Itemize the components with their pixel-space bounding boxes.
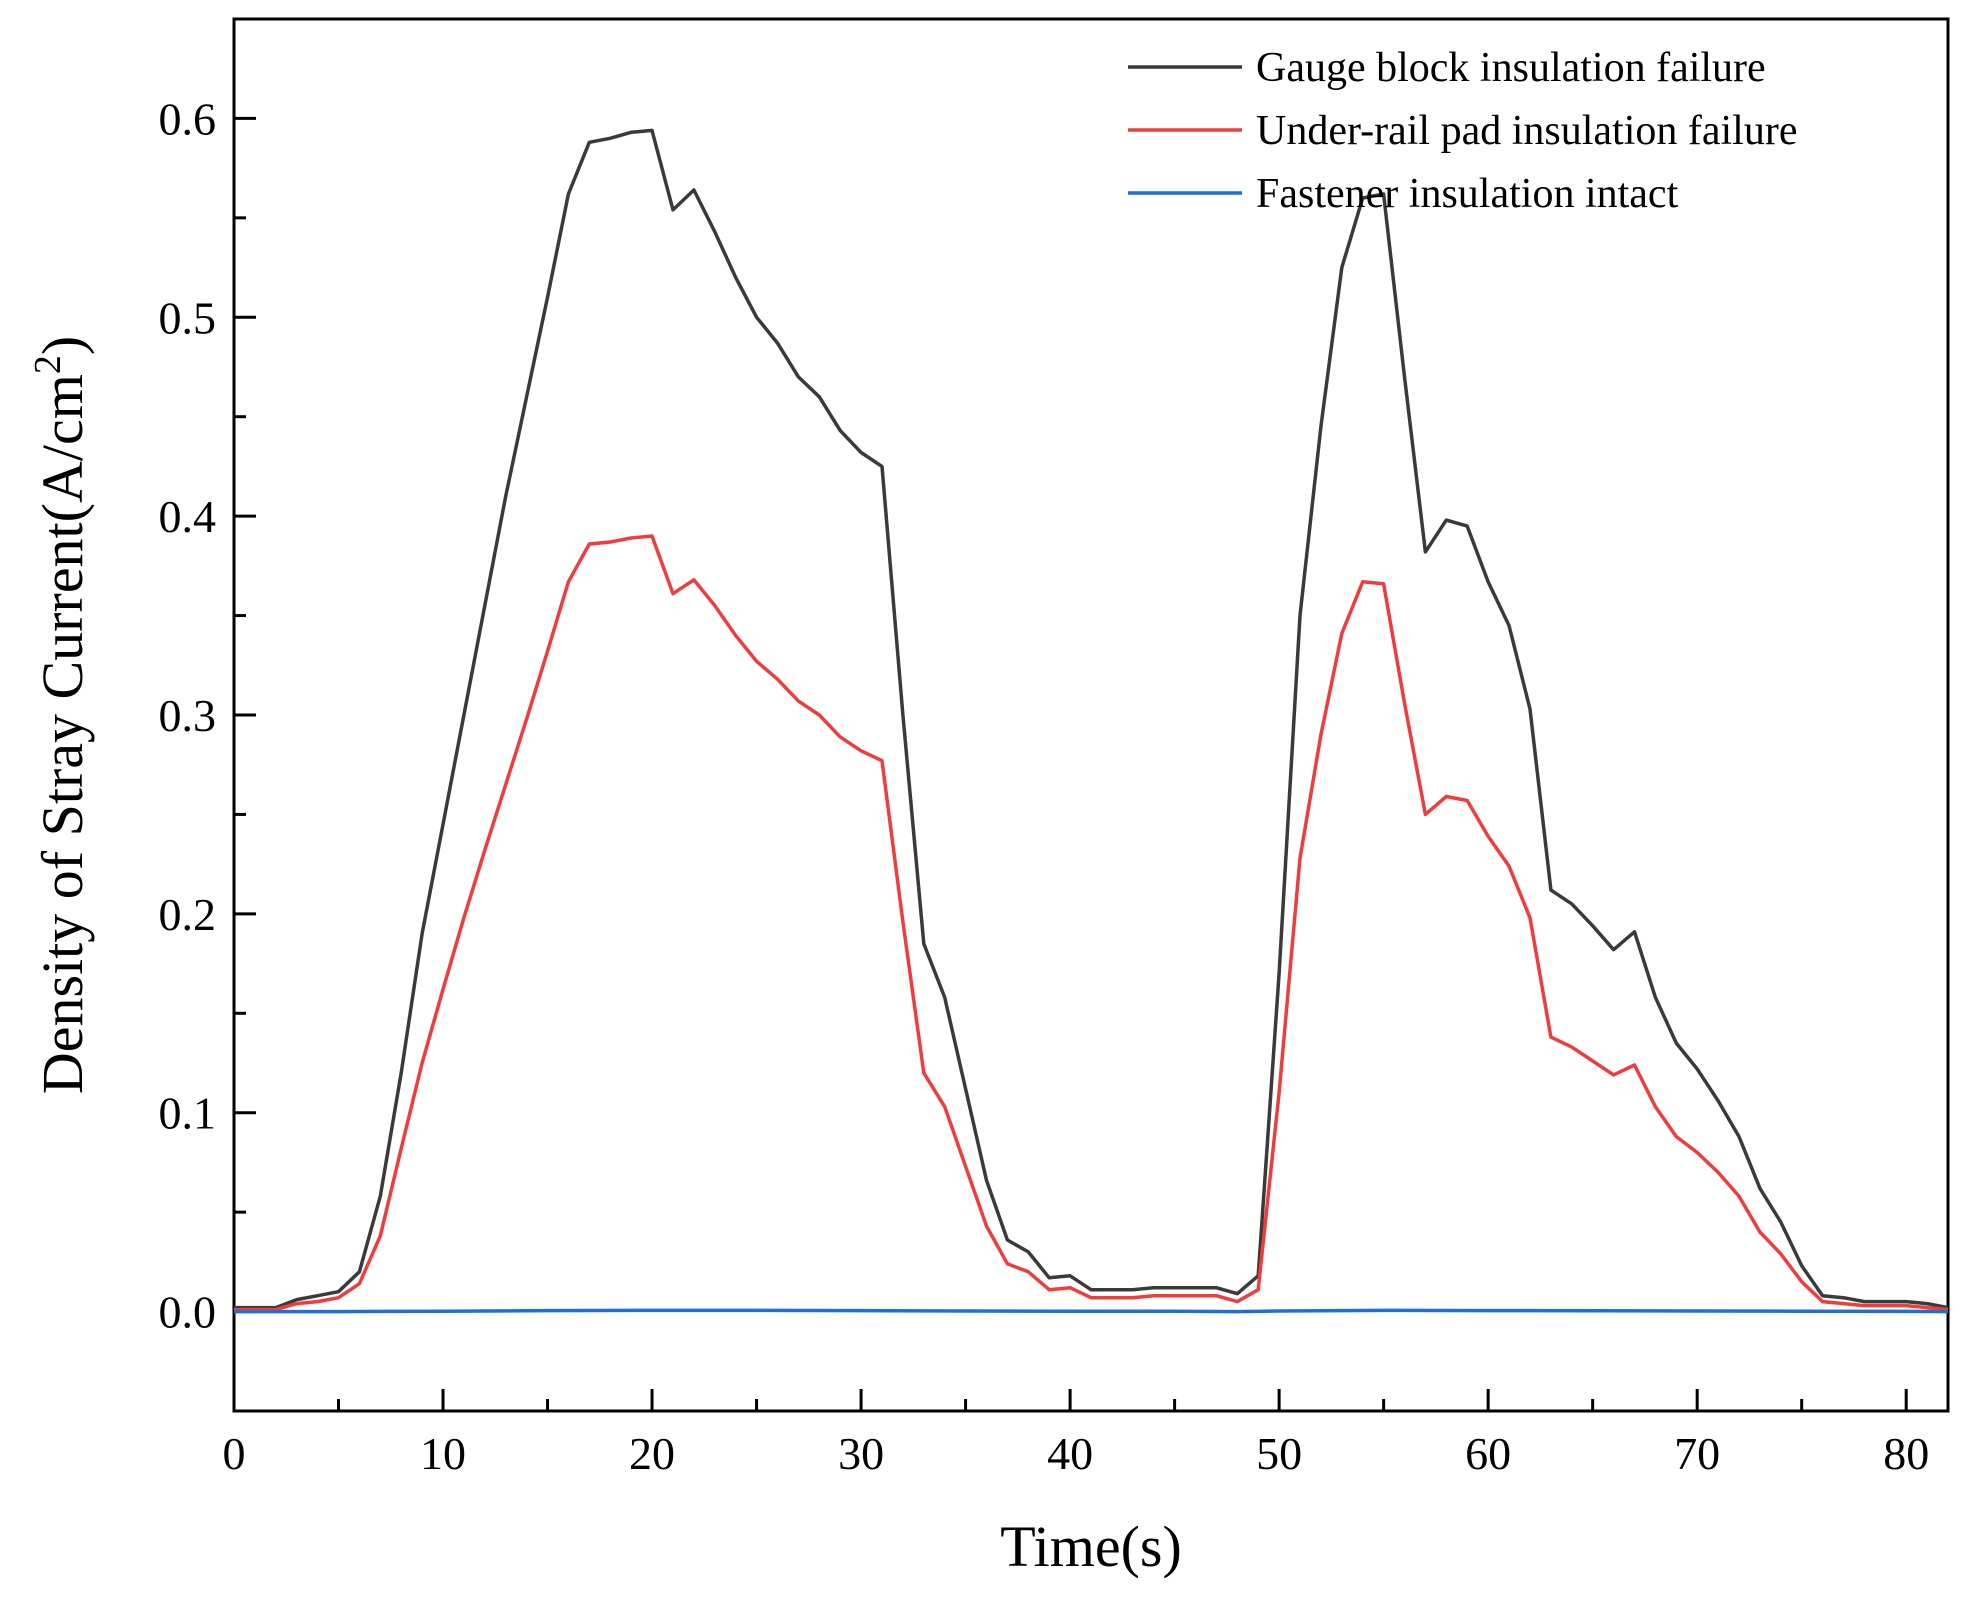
legend-label-1: Gauge block insulation failure	[1256, 45, 1766, 91]
y-tick-label: 0.1	[159, 1088, 217, 1139]
plot-area-frame	[232, 17, 1950, 1413]
series-line-2	[234, 534, 1949, 1312]
y-tick-label: 0.4	[159, 491, 217, 542]
y-tick-label: 0.6	[159, 93, 217, 144]
x-axis-title: Time(s)	[1000, 1514, 1182, 1579]
series-line-3	[234, 1308, 1949, 1314]
x-tick-label: 20	[629, 1428, 675, 1479]
x-tick-label: 80	[1883, 1428, 1929, 1479]
legend: Gauge block insulation failure Under-rail…	[1128, 45, 1797, 217]
x-tick-label: 40	[1047, 1428, 1093, 1479]
y-axis-title-close: )	[30, 336, 95, 355]
y-tick-label: 0.2	[159, 889, 217, 940]
legend-label-2: Under-rail pad insulation failure	[1256, 108, 1797, 154]
y-axis-title-superscript: 2	[27, 355, 69, 374]
y-axis-title-main: Density of Stray Current(A/cm	[30, 374, 95, 1094]
y-tick-label: 0.0	[159, 1287, 217, 1338]
legend-label-3: Fastener insulation intact	[1256, 171, 1679, 217]
x-tick-label: 50	[1256, 1428, 1302, 1479]
x-axis: 0 10 20 30 40 50 60 70 80	[223, 1389, 1929, 1479]
x-tick-label: 70	[1674, 1428, 1720, 1479]
x-tick-label: 30	[838, 1428, 884, 1479]
y-axis-title: Density of Stray Current(A/cm2)	[27, 336, 95, 1094]
y-tick-label: 0.3	[159, 690, 217, 741]
x-tick-label: 0	[223, 1428, 246, 1479]
x-tick-label: 10	[420, 1428, 466, 1479]
series-layer	[234, 128, 1949, 1314]
x-tick-label: 60	[1465, 1428, 1511, 1479]
y-tick-label: 0.5	[159, 292, 217, 343]
y-axis: 0.0 0.1 0.2 0.3 0.4 0.5 0.6	[159, 17, 256, 1413]
series-line-1	[234, 128, 1949, 1310]
